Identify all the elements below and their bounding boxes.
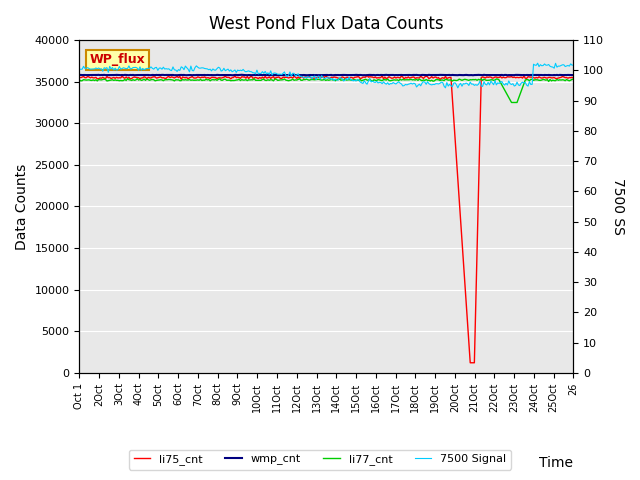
wmp_cnt bbox=[570, 72, 577, 78]
li75_cnt bbox=[292, 74, 300, 80]
7500 Signal bbox=[292, 73, 300, 79]
wmp_cnt bbox=[76, 72, 83, 78]
li75_cnt bbox=[570, 75, 577, 81]
wmp_cnt bbox=[241, 72, 248, 78]
li75_cnt bbox=[239, 74, 247, 80]
li77_cnt bbox=[249, 77, 257, 83]
wmp_cnt bbox=[545, 72, 552, 78]
wmp_cnt bbox=[136, 72, 144, 78]
li77_cnt bbox=[76, 77, 83, 83]
wmp_cnt bbox=[249, 72, 257, 78]
li75_cnt bbox=[76, 74, 83, 80]
li75_cnt bbox=[467, 360, 474, 366]
7500 Signal bbox=[136, 64, 144, 70]
li75_cnt bbox=[545, 74, 552, 80]
li77_cnt bbox=[545, 79, 552, 84]
wmp_cnt bbox=[223, 72, 230, 78]
li77_cnt bbox=[293, 77, 301, 83]
Legend: li75_cnt, wmp_cnt, li77_cnt, 7500 Signal: li75_cnt, wmp_cnt, li77_cnt, 7500 Signal bbox=[129, 450, 511, 469]
li75_cnt bbox=[248, 73, 255, 79]
7500 Signal bbox=[454, 85, 461, 91]
7500 Signal bbox=[248, 69, 255, 74]
Line: li75_cnt: li75_cnt bbox=[79, 75, 573, 363]
wmp_cnt bbox=[469, 72, 477, 78]
Line: 7500 Signal: 7500 Signal bbox=[79, 63, 573, 88]
7500 Signal bbox=[534, 60, 541, 66]
li75_cnt bbox=[363, 72, 371, 78]
Y-axis label: 7500 SS: 7500 SS bbox=[611, 178, 625, 235]
X-axis label: Time: Time bbox=[540, 456, 573, 470]
li77_cnt bbox=[241, 77, 248, 83]
li75_cnt bbox=[136, 76, 144, 82]
7500 Signal bbox=[239, 67, 247, 72]
Y-axis label: Data Counts: Data Counts bbox=[15, 163, 29, 250]
7500 Signal bbox=[76, 66, 83, 72]
7500 Signal bbox=[570, 62, 577, 68]
7500 Signal bbox=[223, 67, 230, 73]
li77_cnt bbox=[508, 100, 515, 106]
li77_cnt bbox=[138, 77, 145, 83]
wmp_cnt bbox=[293, 72, 301, 78]
li77_cnt bbox=[224, 77, 232, 83]
li77_cnt bbox=[124, 76, 131, 82]
Title: West Pond Flux Data Counts: West Pond Flux Data Counts bbox=[209, 15, 444, 33]
Line: li77_cnt: li77_cnt bbox=[79, 79, 573, 103]
li77_cnt bbox=[570, 77, 577, 83]
wmp_cnt bbox=[238, 72, 246, 78]
li75_cnt bbox=[223, 74, 230, 80]
Text: WP_flux: WP_flux bbox=[90, 53, 145, 66]
7500 Signal bbox=[545, 61, 552, 67]
